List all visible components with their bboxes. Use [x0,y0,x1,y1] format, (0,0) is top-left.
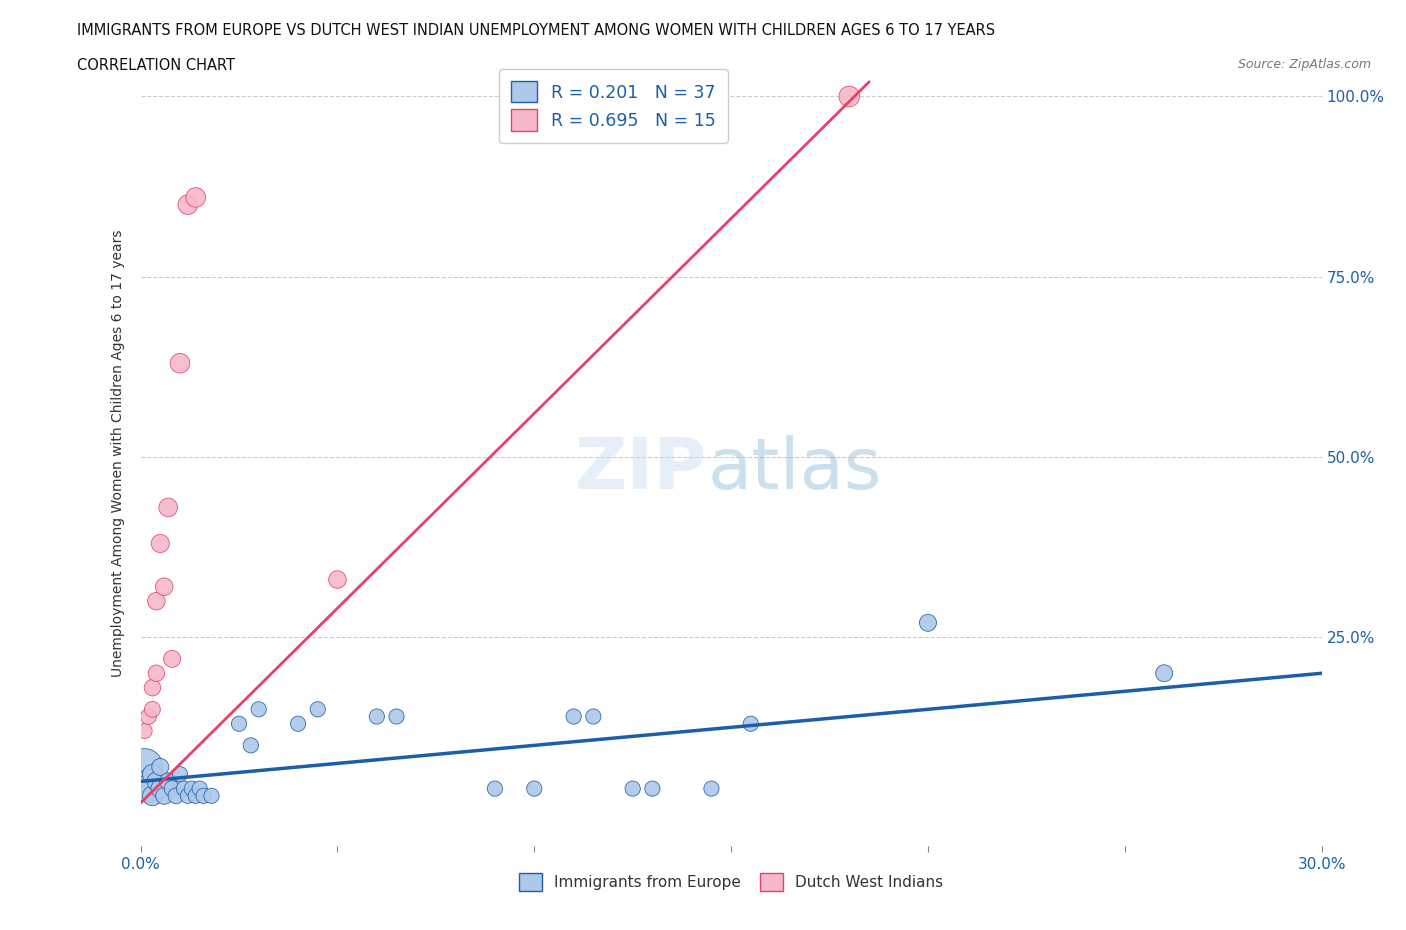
Point [188,781,211,796]
Point [307,702,329,717]
Point [138,781,160,796]
Point [184,789,207,804]
Point [169,766,191,781]
Point [157,774,180,789]
Point [385,709,408,724]
Point [1153,666,1175,681]
Point [149,536,172,551]
Point [193,789,215,804]
Text: CORRELATION CHART: CORRELATION CHART [77,58,235,73]
Point [157,500,180,515]
Point [366,709,388,724]
Text: Source: ZipAtlas.com: Source: ZipAtlas.com [1237,58,1371,71]
Point [247,702,270,717]
Point [173,781,195,796]
Point [138,709,160,724]
Y-axis label: Unemployment Among Women with Children Ages 6 to 17 years: Unemployment Among Women with Children A… [111,230,125,677]
Point [641,781,664,796]
Point [326,572,349,587]
Text: ZIP: ZIP [575,434,707,503]
Point [184,190,207,205]
Point [917,616,939,631]
Point [145,666,167,681]
Text: atlas: atlas [707,434,882,503]
Point [177,789,200,804]
Point [160,651,183,666]
Point [621,781,644,796]
Point [145,593,167,608]
Point [134,724,156,738]
Point [149,760,172,775]
Point [562,709,585,724]
Text: IMMIGRANTS FROM EUROPE VS DUTCH WEST INDIAN UNEMPLOYMENT AMONG WOMEN WITH CHILDR: IMMIGRANTS FROM EUROPE VS DUTCH WEST IND… [77,23,995,38]
Point [287,716,309,731]
Point [134,760,156,775]
Legend: Immigrants from Europe, Dutch West Indians: Immigrants from Europe, Dutch West India… [513,867,949,897]
Point [153,789,176,804]
Point [169,356,191,371]
Point [180,781,202,796]
Point [700,781,723,796]
Point [484,781,506,796]
Point [523,781,546,796]
Point [141,680,163,695]
Point [838,89,860,104]
Point [141,766,163,781]
Point [228,716,250,731]
Point [145,774,167,789]
Point [582,709,605,724]
Point [141,702,163,717]
Point [160,781,183,796]
Point [149,781,172,796]
Point [740,716,762,731]
Point [141,789,163,804]
Point [165,789,187,804]
Point [239,737,262,752]
Point [200,789,222,804]
Point [177,197,200,212]
Point [138,774,160,789]
Point [153,579,176,594]
